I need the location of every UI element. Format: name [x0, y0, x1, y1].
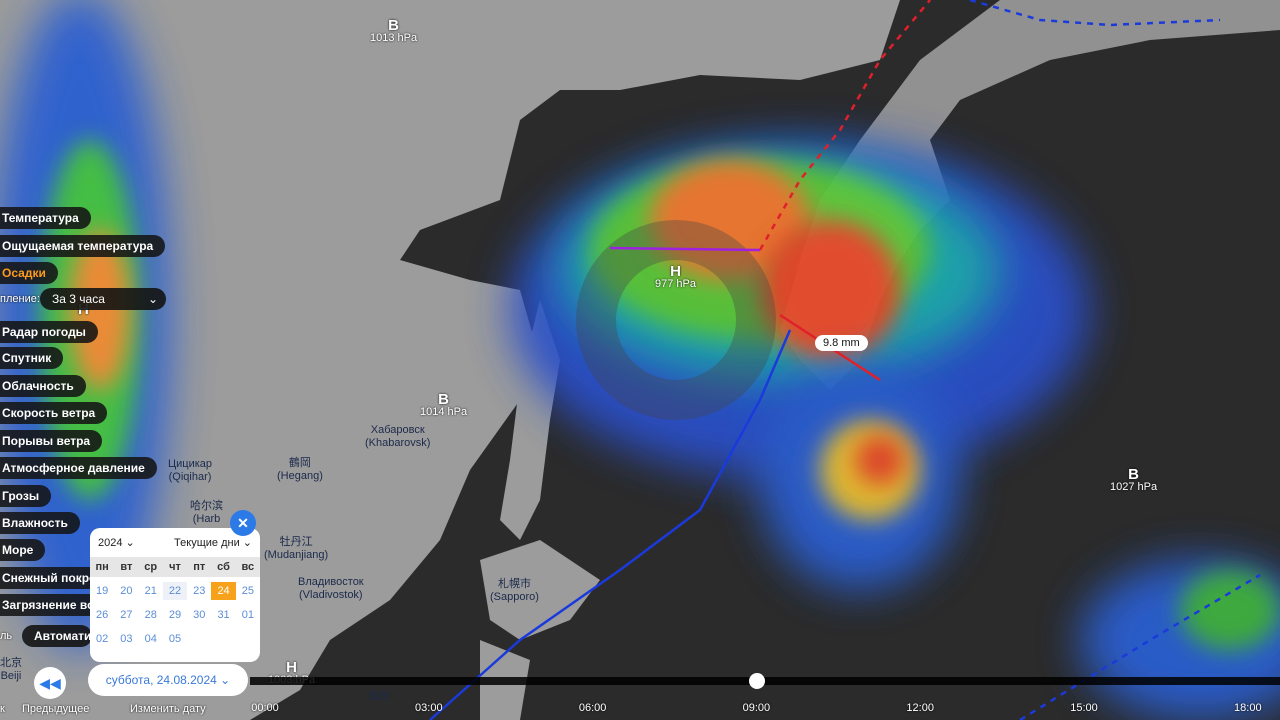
timeline-tick[interactable]: 00:00 [251, 702, 279, 714]
pressure-high: В 1027 hPa [1110, 466, 1158, 493]
warm-front [758, 0, 931, 251]
model-select[interactable]: Автомати [22, 625, 92, 647]
weekday-header: чт [169, 561, 181, 573]
weekday-header: вт [120, 561, 133, 573]
city-sapporo: 札幌市 (Sapporo) [490, 578, 539, 603]
city-mudanjiang: 牡丹江 (Mudanjiang) [264, 536, 329, 561]
calendar-day[interactable]: 04 [144, 633, 157, 645]
calendar-day[interactable]: 02 [96, 633, 109, 645]
pressure-high: В 1014 hPa [420, 391, 468, 418]
layer-item[interactable]: Море [0, 539, 46, 561]
weekday-header: вс [241, 561, 255, 573]
weekday-header: ср [144, 561, 158, 573]
calendar-day[interactable]: 27 [120, 609, 133, 621]
calendar-day[interactable]: 19 [96, 585, 109, 597]
change-date-label: Изменить дату [130, 703, 206, 715]
date-picker: 2024 ⌄ Текущие дни ⌄ пн вт ср чт пт сб вс 19 20… [90, 528, 260, 662]
city-harbin: 哈尔滨 (Harb [190, 500, 223, 525]
calendar-day[interactable]: 23 [193, 585, 206, 597]
layer-item[interactable]: Ощущаемая температура [0, 235, 166, 257]
timeline-tick[interactable]: 06:00 [578, 702, 607, 714]
timeline-tick[interactable]: 15:00 [1070, 702, 1098, 714]
calendar-day[interactable]: 21 [144, 585, 157, 597]
layer-item[interactable]: Порывы ветра [0, 430, 103, 452]
weekday-header: пн [95, 561, 109, 573]
calendar-day[interactable]: 20 [120, 585, 133, 597]
accumulation-label: пление: [0, 293, 40, 305]
layer-item[interactable]: Температура [0, 207, 91, 229]
timeline-tick[interactable]: 03:00 [415, 702, 443, 714]
accumulation-select[interactable]: За 3 часа ⌄ [40, 288, 166, 310]
calendar-day[interactable]: 01 [241, 609, 254, 621]
calendar-day[interactable]: 31 [217, 609, 230, 621]
calendar-day[interactable]: 22 [162, 582, 188, 600]
close-icon: ✕ [237, 515, 249, 531]
precip-tooltip: 9.8 mm [815, 335, 868, 351]
calendar-day[interactable]: 03 [120, 633, 133, 645]
calendar-day[interactable]: 26 [96, 609, 109, 621]
bottom-cut-label: к [0, 703, 5, 715]
layer-item[interactable]: Загрязнение во [0, 594, 107, 616]
weekday-header: пт [193, 561, 206, 573]
calendar-day[interactable]: 30 [193, 609, 206, 621]
city-beijing: 北京 Beiji [0, 657, 22, 682]
layer-item[interactable]: Облачность [0, 375, 86, 397]
timeline-tick[interactable]: 18:00 [1234, 702, 1262, 714]
previous-button[interactable]: ◀◀ [34, 667, 66, 699]
city-vladivostok: Владивосток (Vladivostok) [298, 576, 364, 601]
calendar-day[interactable]: 24 [211, 582, 236, 600]
layer-item[interactable]: Атмосферное давление [0, 457, 157, 479]
land-kamchatka [780, 0, 1280, 390]
city-hegang: 鶴岡 (Hegang) [277, 457, 323, 482]
layer-item[interactable]: Влажность [0, 512, 80, 534]
cyclone-ring [576, 220, 776, 420]
calendar-day[interactable]: 29 [168, 609, 182, 621]
city-khabarovsk: Хабаровск (Khabarovsk) [365, 424, 431, 449]
model-label: ль [0, 630, 13, 642]
accumulation-value: За 3 часа [52, 292, 105, 306]
year-select[interactable]: 2024 ⌄ [98, 537, 135, 549]
layer-item[interactable]: Скорость ветра [0, 402, 108, 424]
timeline-tick[interactable]: 09:00 [742, 702, 771, 714]
weekday-header: сб [217, 561, 230, 573]
layer-item[interactable]: Спутник [0, 347, 64, 369]
range-select[interactable]: Текущие дни ⌄ [174, 537, 252, 549]
layer-item[interactable]: Снежный покро [0, 567, 109, 589]
layer-item[interactable]: Осадки [0, 262, 58, 284]
layer-item[interactable]: Радар погоды [0, 321, 98, 343]
pressure-high: В 1013 hPa [370, 17, 418, 44]
timeline-tick[interactable]: 12:00 [906, 702, 934, 714]
city-qiqihar: Цицикар (Qiqihar) [168, 458, 213, 483]
pressure-low: Н 977 hPa [655, 263, 696, 290]
rewind-icon: ◀◀ [39, 675, 61, 691]
city-sendai: 仙台 [368, 690, 390, 702]
cold-front [429, 329, 792, 720]
land-hokkaido [480, 540, 600, 720]
front-bottom [1019, 573, 1261, 720]
change-date-button[interactable]: суббота, 24.08.2024 ⌄ [88, 664, 248, 696]
close-calendar-button[interactable]: ✕ [230, 510, 256, 536]
chevron-down-icon: ⌄ [147, 292, 158, 306]
layer-item[interactable]: Грозы [0, 485, 52, 507]
front-top [969, 0, 1221, 27]
previous-label: Предыдущее [22, 703, 90, 715]
calendar-day[interactable]: 05 [168, 633, 182, 645]
timeline-knob[interactable] [749, 673, 765, 689]
timeline-track[interactable] [250, 677, 1280, 685]
occluded-front [609, 246, 761, 252]
calendar-day[interactable]: 25 [241, 585, 254, 597]
calendar-day[interactable]: 28 [144, 609, 157, 621]
